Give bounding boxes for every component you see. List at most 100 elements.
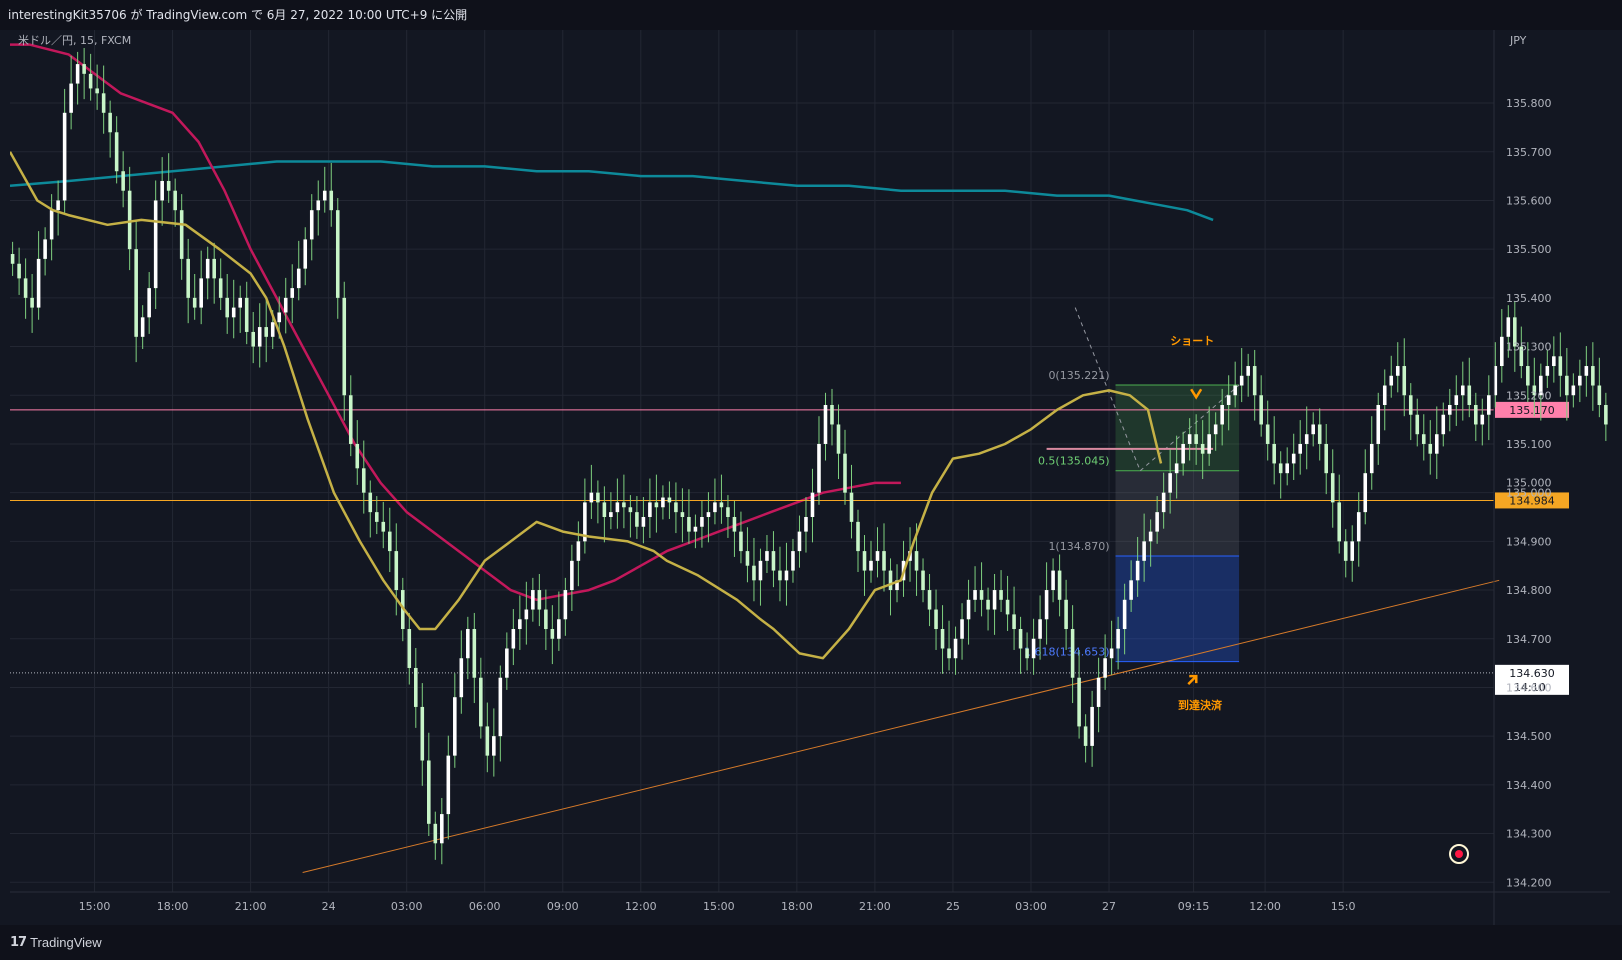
ma-short-path [10, 151, 1163, 660]
x-tick-label: 18:00 [781, 900, 813, 913]
candle-body [1395, 366, 1400, 376]
candle-body [374, 512, 379, 522]
candle-body [270, 322, 275, 337]
candle-body [726, 507, 730, 518]
candle-body [875, 551, 880, 561]
candle-body [797, 531, 802, 552]
candle-body [602, 502, 607, 518]
y-tick-label: 135.400 [1506, 292, 1552, 305]
candle-body [1526, 366, 1530, 386]
candle-body [95, 88, 99, 94]
candle-body [1187, 434, 1192, 444]
candle-body [1539, 375, 1543, 396]
fib-label-1: 1(134.870) [1048, 540, 1109, 553]
y-tick-label: 135.800 [1506, 97, 1552, 110]
alert-target-icon[interactable] [1449, 844, 1469, 864]
candle-body [687, 517, 691, 532]
candle-body [36, 258, 41, 308]
candle-body [953, 638, 958, 659]
y-tick-label: 135.300 [1506, 341, 1552, 354]
x-tick-label: 21:00 [859, 900, 891, 913]
candle-body [1500, 336, 1504, 367]
candle-body [303, 239, 308, 269]
candle-body [459, 658, 464, 698]
candle-body [583, 502, 587, 542]
candle-body [1474, 404, 1478, 425]
candle-body [1460, 385, 1465, 396]
candle-body [316, 200, 321, 211]
candle-body [153, 200, 158, 289]
candle-body [1552, 356, 1556, 367]
candle-body [290, 288, 295, 298]
candle-body [706, 512, 711, 518]
candle-body [446, 755, 451, 815]
price-chart[interactable]: 0(135.221) 0.5(135.045) 1(134.870) 1.618(13… [10, 30, 1610, 925]
candle-body [309, 210, 314, 240]
candle-body [914, 551, 919, 571]
candle-body [557, 619, 561, 639]
candle-body [713, 502, 717, 513]
candle-body [680, 512, 685, 518]
candle-body [147, 288, 151, 318]
candle-body [82, 64, 86, 74]
symbol-label: 米ドル／円, 15, FXCM [18, 34, 131, 47]
candle-body [17, 263, 21, 279]
x-tick-label: 27 [1102, 900, 1116, 913]
candle-body [635, 512, 639, 527]
x-tick-label: 09:15 [1178, 900, 1210, 913]
candle-body [817, 443, 821, 493]
candle-body [934, 609, 938, 630]
candle-body [427, 760, 431, 824]
candle-body [1246, 366, 1250, 376]
candle-body [56, 200, 60, 211]
fib-label-1618: 1.618(134.653) [1024, 646, 1110, 659]
candle-body [368, 492, 373, 513]
y-tick-label: 134.800 [1506, 584, 1552, 597]
candle-body [466, 629, 470, 659]
candle-body [166, 180, 171, 191]
ma-long-line [10, 160, 1214, 222]
candle-body [570, 560, 574, 591]
y-tick-label: 135.600 [1506, 194, 1552, 207]
candle-body [1434, 434, 1439, 454]
candle-body [1558, 356, 1563, 376]
candle-body [1207, 434, 1211, 454]
candle-body [1194, 434, 1198, 444]
candle-body [856, 521, 860, 552]
last-price-label: 134.630 [1509, 667, 1555, 680]
candle-body [537, 590, 542, 610]
candle-body [231, 307, 236, 318]
top-bar: interestingKit35706 が TradingView.com で … [0, 0, 1622, 30]
brand-name: TradingView [30, 935, 102, 950]
candle-body [88, 73, 93, 89]
candle-body [498, 677, 503, 737]
candle-body [1519, 346, 1524, 367]
candle-body [1441, 414, 1446, 435]
candle-body [654, 502, 659, 508]
rising-trendline [302, 579, 1500, 874]
candle-body [1565, 375, 1569, 396]
candle-body [1239, 375, 1244, 386]
short-arrow-icon [1190, 388, 1203, 400]
chart-frame[interactable]: 0(135.221) 0.5(135.045) 1(134.870) 1.618(13… [10, 30, 1610, 925]
candle-body [882, 551, 886, 571]
candle-body [1285, 463, 1289, 474]
candle-body [771, 551, 776, 571]
y-tick-label: 135.200 [1506, 389, 1552, 402]
candle-body [1148, 531, 1153, 542]
candle-body [244, 297, 249, 332]
candle-body [641, 517, 646, 527]
candle-body [1090, 706, 1094, 746]
candle-body [134, 249, 138, 337]
candle-body [745, 551, 750, 566]
tradingview-brand[interactable]: 17 TradingView [10, 935, 102, 950]
candle-body [199, 278, 203, 308]
x-tick-label: 15:00 [703, 900, 735, 913]
candle-body [550, 629, 555, 639]
candle-body [628, 507, 633, 513]
y-tick-label: 134.600 [1506, 681, 1552, 694]
candle-body [999, 590, 1003, 600]
candle-body [1480, 414, 1485, 425]
target-label: 到達決済 [1178, 698, 1223, 712]
candle-body [791, 551, 795, 571]
